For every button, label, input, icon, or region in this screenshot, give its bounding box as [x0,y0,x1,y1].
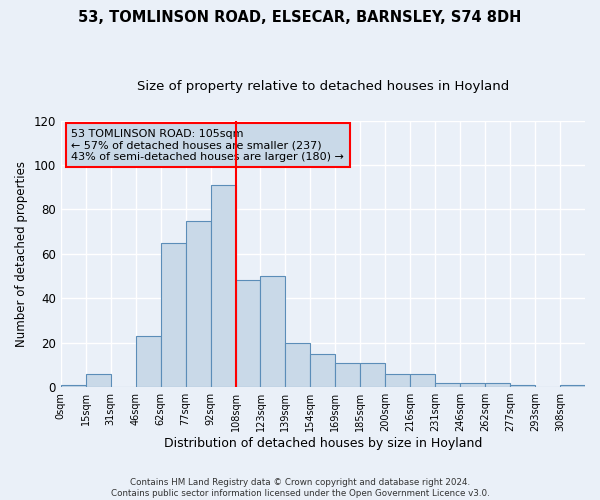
Text: 53 TOMLINSON ROAD: 105sqm
← 57% of detached houses are smaller (237)
43% of semi: 53 TOMLINSON ROAD: 105sqm ← 57% of detac… [71,128,344,162]
Bar [161,242,185,387]
Bar [560,385,585,387]
Title: Size of property relative to detached houses in Hoyland: Size of property relative to detached ho… [137,80,509,93]
Bar [286,342,310,387]
Bar [61,385,86,387]
Bar [211,185,236,387]
Bar [136,336,161,387]
X-axis label: Distribution of detached houses by size in Hoyland: Distribution of detached houses by size … [164,437,482,450]
Bar [385,374,410,387]
Bar [185,220,211,387]
Bar [86,374,111,387]
Bar [410,374,435,387]
Text: 53, TOMLINSON ROAD, ELSECAR, BARNSLEY, S74 8DH: 53, TOMLINSON ROAD, ELSECAR, BARNSLEY, S… [79,10,521,25]
Text: Contains HM Land Registry data © Crown copyright and database right 2024.
Contai: Contains HM Land Registry data © Crown c… [110,478,490,498]
Bar [435,382,460,387]
Bar [260,276,286,387]
Bar [310,354,335,387]
Bar [236,280,260,387]
Bar [460,382,485,387]
Bar [485,382,510,387]
Y-axis label: Number of detached properties: Number of detached properties [15,161,28,347]
Bar [361,362,385,387]
Bar [510,385,535,387]
Bar [335,362,361,387]
